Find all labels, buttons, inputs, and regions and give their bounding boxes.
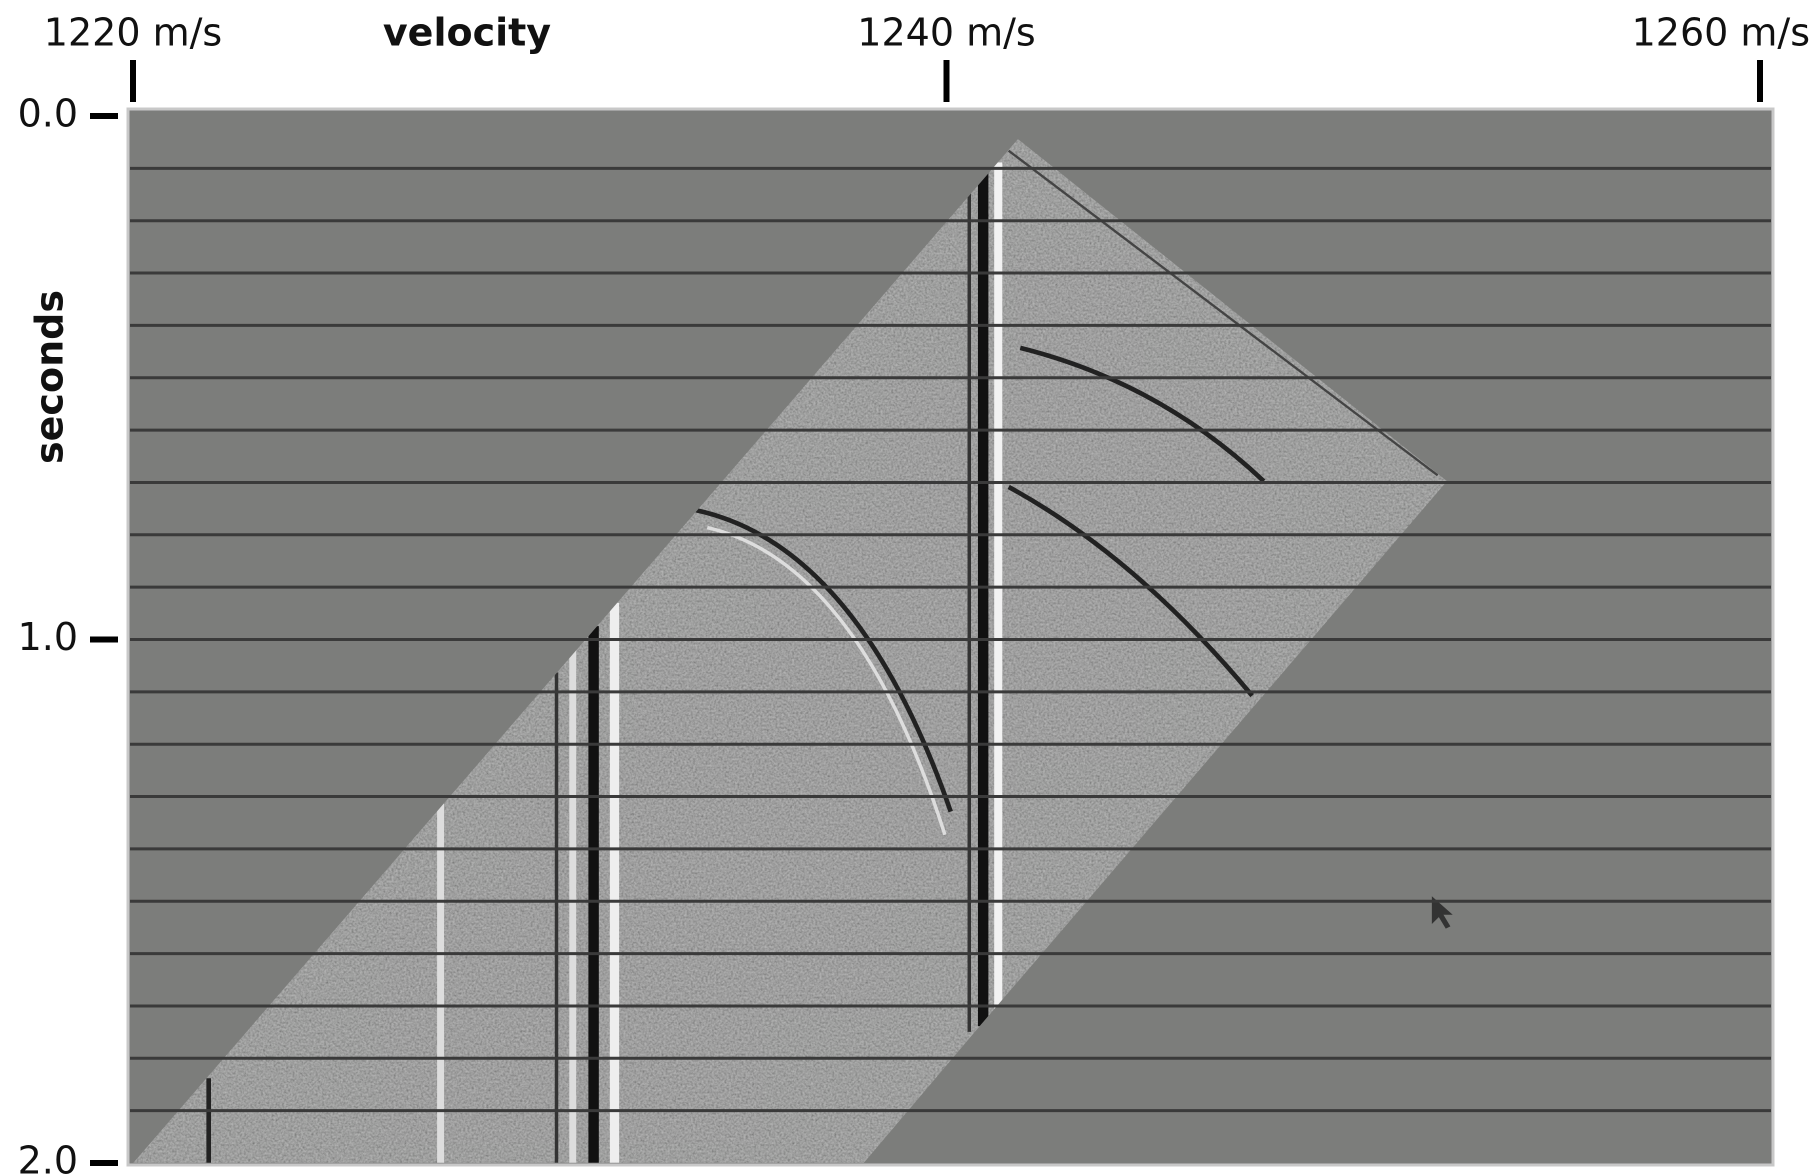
trace-lines [130,166,1771,1113]
x-tick-label: 1260 m/s [1632,11,1810,55]
y-tick-label: 2.0 [18,1139,78,1176]
x-tick-label: 1240 m/s [857,11,1035,55]
x-tick-label: 1220 m/s [44,11,222,55]
y-tick-label: 0.0 [18,92,78,136]
x-axis-label: velocity [383,11,551,55]
y-axis-label: seconds [28,290,72,464]
y-tick-label: 1.0 [18,615,78,659]
